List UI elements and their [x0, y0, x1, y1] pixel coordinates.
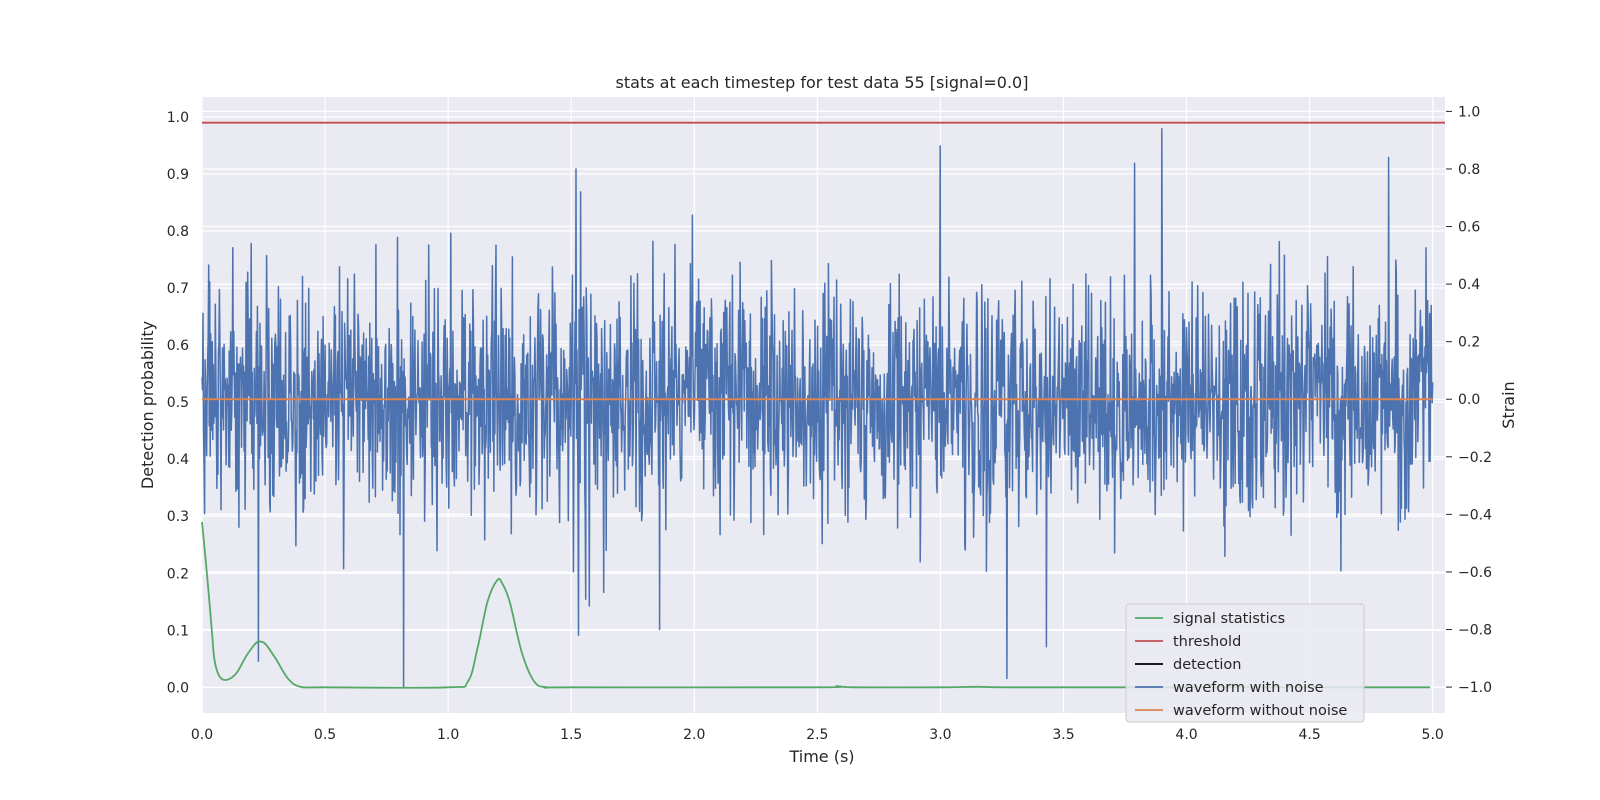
x-tick-label: 1.0 [437, 727, 459, 743]
y-tick-label: 0.5 [167, 395, 189, 411]
y2-axis-ticks: −1.0 −0.8 −0.6 −0.4 −0.2 0.0 0.2 0.4 0.6 0.8 1.0 [1446, 104, 1492, 696]
y-tick-label: 0.1 [167, 623, 189, 639]
chart-title: stats at each timestep for test data 55 … [616, 73, 1029, 92]
series-layer [201, 121, 1445, 689]
x-tick-label: 2.5 [806, 727, 828, 743]
x-tick-label: 4.5 [1298, 727, 1320, 743]
y2-tick-label: 0.2 [1458, 335, 1480, 351]
x-tick-label: 3.5 [1052, 727, 1074, 743]
y-tick-label: 0.3 [167, 509, 189, 525]
x-tick-label: 2.0 [683, 727, 705, 743]
series-signal-statistics [201, 521, 1431, 689]
legend-label: detection [1173, 657, 1241, 673]
y2-tick-label: 0.8 [1458, 162, 1480, 178]
y-tick-label: 0.2 [167, 566, 189, 582]
legend: signal statistics threshold detection wavef… [1125, 603, 1365, 723]
y-tick-label: 0.8 [167, 224, 189, 240]
y-tick-label: 0.9 [167, 167, 189, 183]
x-axis-label: Time (s) [788, 747, 854, 766]
y2-tick-label: 0.6 [1458, 220, 1480, 236]
y2-tick-label: 0.4 [1458, 277, 1480, 293]
y-tick-label: 1.0 [167, 110, 189, 126]
y2-tick-label: 1.0 [1458, 104, 1480, 120]
x-tick-label: 0.5 [314, 727, 336, 743]
legend-label: waveform with noise [1173, 680, 1324, 696]
legend-label: signal statistics [1173, 611, 1285, 627]
y2-tick-label: −0.8 [1458, 623, 1492, 639]
y2-tick-label: −0.2 [1458, 450, 1492, 466]
x-tick-label: 3.0 [929, 727, 951, 743]
y-tick-label: 0.0 [167, 680, 189, 696]
legend-label: threshold [1173, 634, 1241, 650]
legend-label: waveform without noise [1173, 703, 1347, 719]
y-tick-label: 0.7 [167, 281, 189, 297]
y-axis-ticks: 0.0 0.1 0.2 0.3 0.4 0.5 0.6 0.7 0.8 0.9 1.0 [167, 110, 189, 696]
y-tick-label: 0.4 [167, 452, 189, 468]
x-tick-label: 0.0 [191, 727, 213, 743]
x-tick-label: 5.0 [1422, 727, 1444, 743]
y-axis-label: Detection probability [138, 321, 157, 489]
y2-tick-label: −0.4 [1458, 507, 1492, 523]
x-axis-ticks: 0.0 0.5 1.0 1.5 2.0 2.5 3.0 3.5 4.0 4.5 5.0 [191, 727, 1444, 743]
y2-tick-label: −0.6 [1458, 565, 1492, 581]
x-tick-label: 4.0 [1175, 727, 1197, 743]
y2-axis-label: Strain [1499, 381, 1518, 428]
x-tick-label: 1.5 [560, 727, 582, 743]
legend-frame [1125, 603, 1365, 723]
y2-tick-label: 0.0 [1458, 392, 1480, 408]
y2-tick-label: −1.0 [1458, 680, 1492, 696]
y-tick-label: 0.6 [167, 338, 189, 354]
